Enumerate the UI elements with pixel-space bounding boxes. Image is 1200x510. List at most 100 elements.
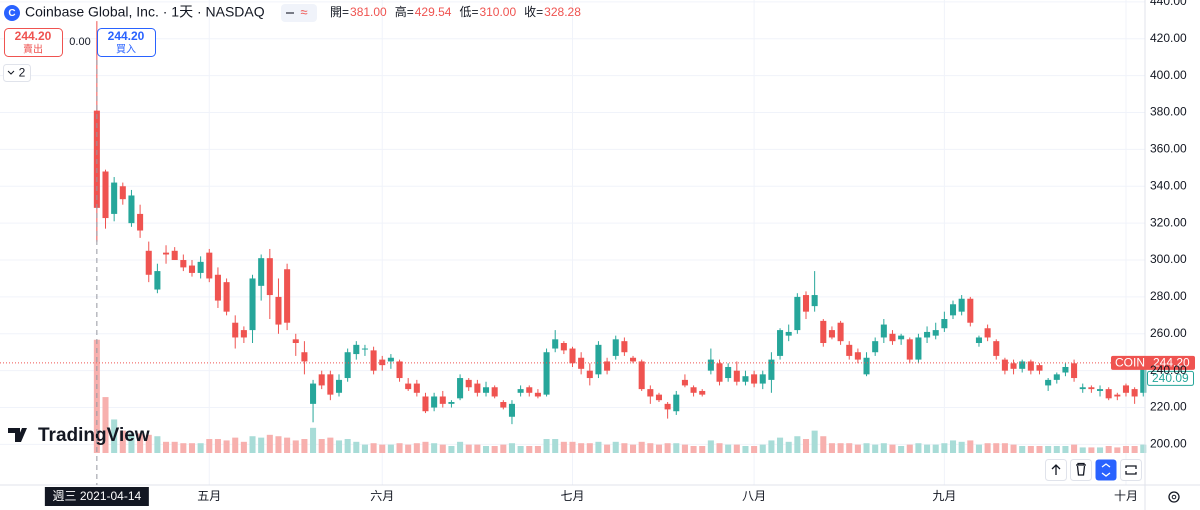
candle-body bbox=[284, 269, 291, 323]
candle-body bbox=[361, 348, 368, 350]
candle-body bbox=[266, 258, 273, 296]
arrow-icon bbox=[1051, 464, 1061, 475]
candle-body bbox=[664, 403, 671, 410]
crosshair-date-box bbox=[44, 487, 149, 506]
delete-button[interactable] bbox=[1070, 459, 1092, 481]
candle-body bbox=[837, 322, 844, 342]
candle-body bbox=[154, 271, 161, 290]
volume-bar bbox=[751, 446, 758, 453]
candle-body bbox=[292, 339, 299, 344]
candle-body bbox=[526, 387, 533, 393]
volume-bar bbox=[664, 443, 671, 453]
sync-button[interactable] bbox=[1095, 459, 1117, 481]
volume-bar bbox=[880, 443, 887, 453]
candle-body bbox=[240, 330, 247, 338]
legend-value: 328.28 bbox=[544, 5, 581, 19]
candle-body bbox=[448, 402, 455, 404]
candle-body bbox=[163, 252, 170, 255]
volume-bar bbox=[526, 446, 533, 453]
volume-bar bbox=[128, 433, 135, 453]
indicator-toggle[interactable] bbox=[3, 64, 31, 82]
volume-bar bbox=[422, 441, 429, 453]
volume-bar bbox=[578, 443, 585, 453]
candle-body bbox=[1053, 374, 1060, 380]
candle-body bbox=[491, 387, 498, 397]
brand: TradingView bbox=[38, 425, 150, 446]
volume-bar bbox=[335, 440, 343, 453]
volume-bar bbox=[655, 444, 663, 453]
candle-body bbox=[1019, 361, 1026, 369]
candle-body bbox=[1114, 394, 1121, 397]
crosshair-date: 週三 2021-04-14 bbox=[52, 489, 141, 503]
candle-body bbox=[137, 213, 144, 231]
status-chip[interactable] bbox=[281, 4, 317, 22]
chevrons-icon bbox=[1101, 463, 1111, 477]
volume-bar bbox=[1027, 446, 1034, 453]
volume-bar bbox=[145, 434, 152, 453]
candle-body bbox=[751, 374, 758, 384]
legend-key: 低= bbox=[459, 5, 478, 19]
candle-body bbox=[431, 396, 438, 408]
candle-body bbox=[1045, 379, 1052, 386]
volume-bar bbox=[379, 444, 386, 453]
legend-key: 收= bbox=[524, 5, 543, 19]
volume-bar bbox=[811, 430, 818, 453]
candle-body bbox=[794, 296, 801, 331]
y-tick-label: 260.00 bbox=[1150, 326, 1187, 340]
volume-bar bbox=[707, 440, 714, 453]
volume-bar bbox=[102, 397, 109, 453]
symbol-tag: COIN bbox=[1115, 356, 1145, 370]
legend-key: 開= bbox=[330, 5, 349, 19]
volume-bar bbox=[993, 443, 1000, 453]
volume-bar bbox=[327, 437, 334, 453]
candle-body bbox=[1001, 359, 1008, 371]
volume-bar bbox=[733, 444, 740, 453]
volume-bar bbox=[984, 443, 991, 453]
candle-body bbox=[993, 341, 1000, 356]
candle-body bbox=[759, 374, 766, 384]
volume-bar bbox=[474, 444, 481, 453]
y-tick-label: 420.00 bbox=[1150, 31, 1187, 45]
volume-bar bbox=[846, 443, 853, 453]
candle-body bbox=[932, 330, 939, 336]
candle-body bbox=[517, 389, 524, 393]
volume-bar bbox=[301, 439, 308, 453]
legend-value: 429.54 bbox=[415, 5, 452, 19]
sell-button[interactable] bbox=[4, 28, 63, 57]
candle-body bbox=[967, 298, 974, 323]
candle-body bbox=[647, 389, 654, 397]
volume-bar bbox=[552, 439, 559, 453]
candle-body bbox=[275, 296, 282, 325]
candle-body bbox=[612, 339, 619, 356]
volume-bar bbox=[171, 441, 178, 453]
buy-label: 買入 bbox=[116, 44, 136, 56]
volume-bar bbox=[396, 443, 403, 453]
volume-bar bbox=[742, 446, 749, 453]
volume-bar bbox=[1131, 446, 1138, 453]
volume-bar bbox=[214, 439, 221, 453]
y-tick-label: 200.00 bbox=[1150, 437, 1187, 451]
volume-bar bbox=[457, 441, 464, 453]
candle-body bbox=[846, 344, 853, 356]
candle-body bbox=[975, 337, 982, 344]
loop-button[interactable] bbox=[1120, 459, 1142, 481]
candle-body bbox=[828, 330, 835, 338]
volume-bar bbox=[206, 439, 213, 453]
settings-icon[interactable] bbox=[1168, 491, 1180, 503]
candle-body bbox=[422, 396, 429, 412]
volume-bar bbox=[1079, 447, 1086, 453]
candle-body bbox=[958, 298, 965, 312]
y-tick-label: 220.00 bbox=[1150, 400, 1187, 414]
candle-body bbox=[621, 341, 628, 353]
candle-body bbox=[327, 374, 334, 395]
volume-bar bbox=[111, 419, 118, 453]
symbol-title: Coinbase Global, Inc. · 1天 · NASDAQ bbox=[25, 4, 265, 20]
volume-bar bbox=[258, 437, 265, 453]
candle-body bbox=[1105, 389, 1112, 399]
volume-layer bbox=[93, 339, 1147, 453]
volume-bar bbox=[1062, 446, 1069, 453]
ohlc-legend: 開= 381.00 高= 429.54 低= 310.00 收= 328.28 bbox=[330, 4, 581, 19]
buy-button[interactable] bbox=[97, 28, 156, 57]
candle-body bbox=[1122, 385, 1130, 393]
